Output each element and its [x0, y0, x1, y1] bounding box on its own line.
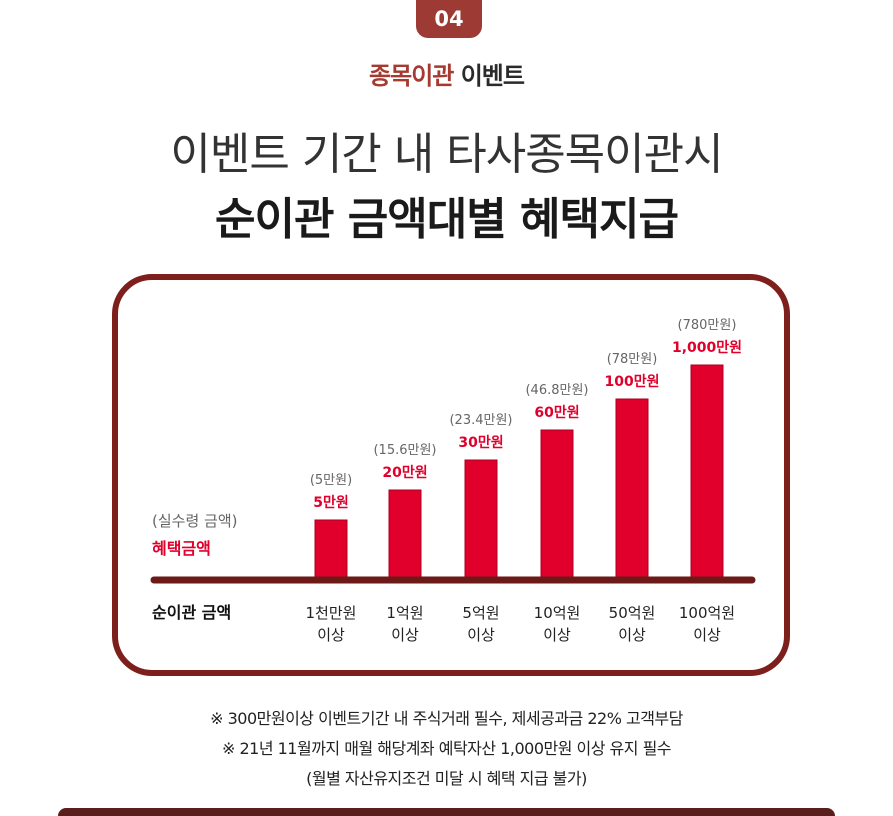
bar-2 — [388, 489, 422, 581]
net-label-5: (78만원) — [607, 352, 658, 367]
net-label-3: (23.4만원) — [449, 413, 512, 428]
net-label-4: (46.8만원) — [525, 383, 588, 398]
bar-6 — [690, 364, 724, 581]
benefit-label-6: 1,000만원 — [672, 340, 742, 356]
net-label-2: (15.6만원) — [373, 443, 436, 458]
bar-1 — [314, 519, 348, 581]
x-tick-label-5-line1: 50억원 — [609, 604, 656, 622]
headline-line1: 이벤트 기간 내 타사종목이관시 — [170, 129, 723, 180]
event-title-accent: 종목이관 — [369, 62, 454, 90]
benefit-label-4: 60만원 — [534, 405, 579, 421]
x-tick-label-3-line2: 이상 — [467, 626, 495, 644]
benefit-label-5: 100만원 — [605, 374, 660, 390]
x-tick-label-4-line1: 10억원 — [534, 604, 581, 622]
benefit-label-2: 20만원 — [382, 465, 427, 481]
x-tick-label-2-line2: 이상 — [391, 626, 419, 644]
bar-3 — [464, 459, 498, 581]
section-number-badge: 04 — [416, 0, 482, 38]
benefit-label-1: 5만원 — [313, 495, 349, 511]
event-title: 종목이관 이벤트 — [0, 56, 893, 91]
note-line-1: ※ 300만원이상 이벤트기간 내 주식거래 필수, 제세공과금 22% 고객부… — [210, 709, 683, 728]
bottom-divider-bar — [58, 808, 835, 816]
bar-4 — [540, 429, 574, 581]
x-tick-label-1-line1: 1천만원 — [306, 604, 357, 622]
legend-benefit-label: 혜택금액 — [152, 539, 211, 558]
x-tick-label-5-line2: 이상 — [618, 626, 646, 644]
x-tick-label-2-line1: 1억원 — [386, 604, 423, 622]
note-line-3: (월별 자산유지조건 미달 시 혜택 지급 불가) — [306, 769, 587, 788]
net-label-1: (5만원) — [310, 473, 352, 488]
x-tick-label-1-line2: 이상 — [317, 626, 345, 644]
net-label-6: (780만원) — [678, 318, 737, 333]
bar-5 — [615, 398, 649, 581]
headline-line2: 순이관 금액대별 혜택지급 — [215, 194, 679, 245]
x-tick-label-3-line1: 5억원 — [462, 604, 499, 622]
notes: ※ 300만원이상 이벤트기간 내 주식거래 필수, 제세공과금 22% 고객부… — [0, 704, 893, 794]
x-axis-label: 순이관 금액 — [152, 603, 231, 622]
x-tick-label-6-line1: 100억원 — [679, 604, 735, 622]
note-line-2: ※ 21년 11월까지 매월 해당계좌 예탁자산 1,000만원 이상 유지 필… — [221, 739, 672, 758]
benefit-label-3: 30만원 — [458, 435, 503, 451]
x-tick-label-4-line2: 이상 — [543, 626, 571, 644]
legend-net-label: (실수령 금액) — [152, 512, 237, 530]
event-title-rest: 이벤트 — [460, 62, 525, 90]
x-tick-label-6-line2: 이상 — [693, 626, 721, 644]
